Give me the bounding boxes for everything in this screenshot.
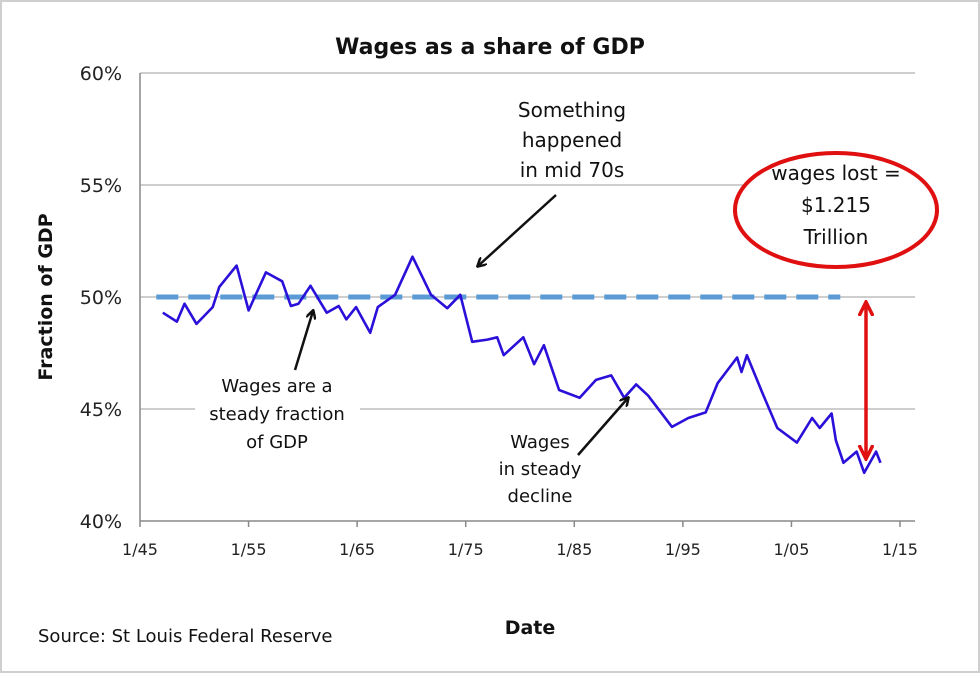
x-axis-ticks: 1/45 1/55 1/65 1/75 1/85 1/95 1/05 1/15 xyxy=(122,521,918,559)
y-tick-label: 40% xyxy=(80,511,122,533)
arrow-icon xyxy=(478,194,557,266)
x-tick-label: 1/65 xyxy=(339,540,375,559)
annotation-mid70s: Something happened in mid 70s xyxy=(478,98,626,266)
y-tick-label: 50% xyxy=(80,287,122,309)
annotation-line: $1.215 xyxy=(801,193,871,217)
x-tick-label: 1/75 xyxy=(448,540,484,559)
y-tick-label: 60% xyxy=(80,63,122,85)
annotation-line: Wages xyxy=(510,432,570,453)
arrow-icon xyxy=(577,398,628,456)
x-tick-label: 1/55 xyxy=(231,540,267,559)
x-tick-label: 1/85 xyxy=(556,540,592,559)
annotation-line: in mid 70s xyxy=(520,158,625,182)
annotation-steady: Wages are a steady fraction of GDP xyxy=(195,311,360,456)
source-note: Source: St Louis Federal Reserve xyxy=(38,626,333,647)
annotation-line: happened xyxy=(522,128,622,152)
x-axis-label: Date xyxy=(505,617,556,639)
x-tick-label: 1/05 xyxy=(773,540,809,559)
annotation-line: Wages are a xyxy=(221,376,332,397)
arrow-icon xyxy=(293,311,313,371)
annotation-line: Trillion xyxy=(803,225,869,249)
annotation-line: decline xyxy=(508,486,573,507)
annotation-line: in steady xyxy=(499,459,582,480)
annotation-decline: Wages in steady decline xyxy=(499,398,628,507)
chart-title: Wages as a share of GDP xyxy=(335,35,645,60)
annotation-line: wages lost = xyxy=(771,161,901,185)
y-axis-label: Fraction of GDP xyxy=(35,213,57,380)
annotation-line: steady fraction xyxy=(209,404,344,425)
annotation-line: of GDP xyxy=(246,432,308,453)
y-axis-ticks: 60% 55% 50% 45% 40% xyxy=(80,63,122,533)
x-tick-label: 1/15 xyxy=(882,540,918,559)
x-tick-label: 1/45 xyxy=(122,540,158,559)
annotation-line: Something xyxy=(518,98,626,122)
series-line-wages xyxy=(162,255,882,475)
annotation-wages-lost: wages lost = $1.215 Trillion xyxy=(733,151,939,458)
x-tick-label: 1/95 xyxy=(665,540,701,559)
y-tick-label: 45% xyxy=(80,399,122,421)
y-tick-label: 55% xyxy=(80,175,122,197)
highlight-ellipse xyxy=(733,151,939,269)
